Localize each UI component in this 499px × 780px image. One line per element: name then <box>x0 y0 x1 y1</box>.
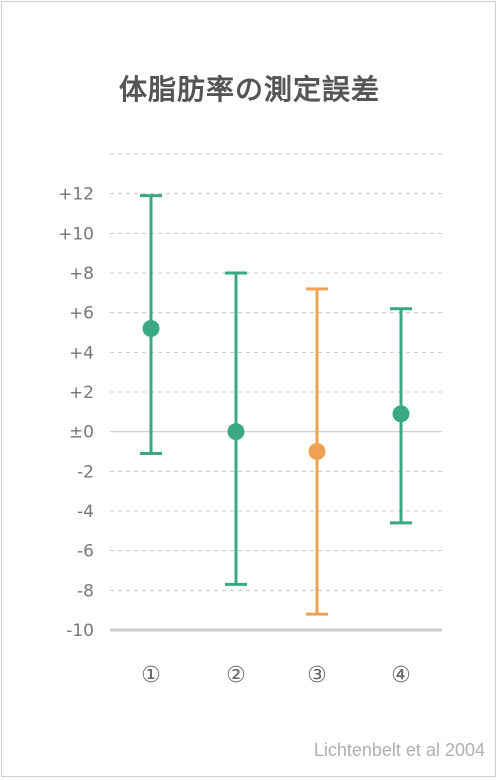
error-bar-4 <box>390 307 412 525</box>
gridlines <box>110 153 442 632</box>
y-tick-label: -8 <box>77 581 94 601</box>
category-labels: ① ② ③ ④ <box>141 663 411 688</box>
y-tick-label: ±0 <box>69 423 94 443</box>
error-bar-1 <box>140 194 162 455</box>
chart-title: 体脂肪率の測定誤差 <box>118 73 380 106</box>
y-tick-label: +10 <box>58 224 94 244</box>
y-tick-label: -2 <box>77 462 94 482</box>
category-label: ① <box>141 663 161 688</box>
error-bars <box>140 194 412 616</box>
y-tick-label: -10 <box>66 621 94 641</box>
error-bar-3 <box>306 287 328 616</box>
y-tick-label: -6 <box>77 542 94 562</box>
mean-point <box>142 320 160 338</box>
mean-point <box>308 443 326 460</box>
source-credit: Lichtenbelt et al 2004 <box>313 740 485 760</box>
y-tick-label: +12 <box>58 185 94 205</box>
category-label: ② <box>226 663 246 688</box>
y-tick-label: +4 <box>69 343 94 363</box>
y-tick-label: -4 <box>77 502 94 522</box>
mean-point <box>392 405 410 423</box>
mean-point <box>227 423 245 441</box>
category-label: ③ <box>307 663 327 688</box>
y-tick-label: +6 <box>69 304 94 324</box>
category-label: ④ <box>391 663 411 688</box>
error-bar-2 <box>225 271 247 586</box>
y-tick-labels: +12 +10 +8 +6 +4 +2 ±0 -2 -4 -6 -8 -10 <box>58 185 94 641</box>
y-tick-label: +8 <box>69 264 94 284</box>
y-tick-label: +2 <box>69 383 94 403</box>
